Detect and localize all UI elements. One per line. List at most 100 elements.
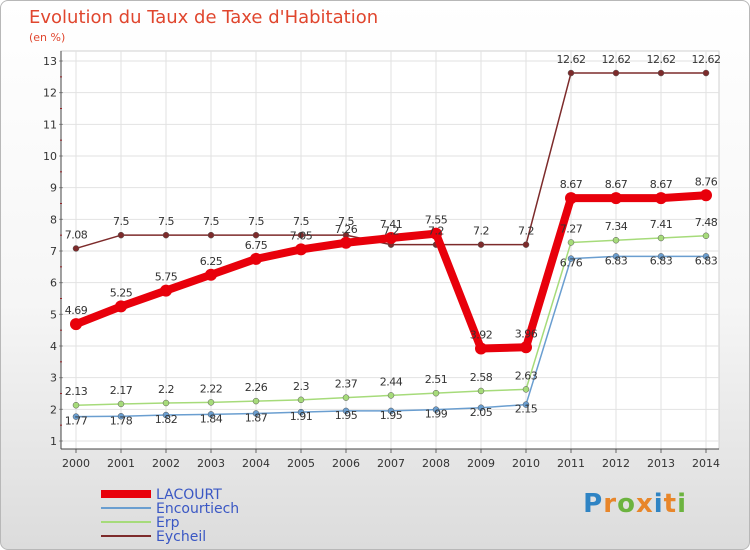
data-point — [432, 389, 440, 397]
data-point — [657, 69, 665, 77]
data-point — [702, 253, 710, 260]
data-point — [567, 69, 575, 77]
data-label: 7.2 — [428, 225, 444, 238]
data-label: 2.13 — [65, 385, 88, 398]
data-label: 6.83 — [605, 254, 628, 267]
x-tick-label: 2011 — [557, 457, 585, 470]
data-point — [340, 236, 352, 249]
logo-letter: t — [663, 489, 678, 519]
data-point — [385, 232, 397, 245]
data-label: 8.67 — [650, 178, 673, 191]
x-tick-label: 2010 — [512, 457, 540, 470]
data-label: 8.67 — [560, 178, 583, 191]
data-point — [162, 231, 170, 239]
chart-title: Evolution du Taux de Taxe d'Habitation — [29, 7, 379, 28]
x-tick-label: 2014 — [692, 457, 720, 470]
data-label: 7.05 — [290, 229, 313, 242]
data-label: 6.76 — [560, 257, 583, 270]
data-point — [160, 284, 172, 297]
data-point — [702, 69, 710, 77]
data-point — [612, 236, 620, 244]
data-point — [567, 239, 575, 246]
data-label: 1.95 — [380, 409, 403, 422]
y-tick-label: 12 — [43, 87, 57, 100]
y-tick-label: 1 — [50, 435, 57, 448]
data-label: 7.48 — [695, 216, 718, 229]
data-point — [207, 411, 215, 418]
y-tick-label: 2 — [50, 403, 57, 416]
data-point — [162, 399, 170, 407]
logo-letter: x — [635, 489, 654, 519]
logo-letter: i — [677, 489, 687, 519]
data-label: 7.41 — [380, 218, 403, 231]
data-point — [72, 413, 80, 420]
legend-label: Erp — [156, 515, 180, 531]
data-label: 7.5 — [248, 215, 264, 228]
data-point — [297, 396, 305, 404]
data-point — [162, 411, 170, 419]
data-point — [342, 394, 350, 401]
data-label: 7.26 — [335, 223, 358, 236]
data-label: 12.62 — [602, 53, 631, 66]
data-label: 5.75 — [155, 271, 178, 284]
x-tick-label: 2003 — [197, 457, 225, 470]
data-point — [207, 231, 215, 239]
data-label: 3.92 — [470, 329, 493, 342]
data-label: 2.17 — [110, 384, 133, 397]
data-point — [297, 231, 305, 239]
x-tick-label: 2009 — [467, 457, 495, 470]
data-label: 1.87 — [245, 411, 268, 424]
data-label: 2.2 — [158, 383, 174, 396]
data-label: 2.51 — [425, 373, 448, 386]
y-tick-label: 10 — [43, 150, 57, 163]
data-point — [252, 231, 260, 239]
y-tick-label: 7 — [50, 245, 57, 258]
data-point — [342, 407, 350, 415]
data-label: 12.62 — [692, 53, 721, 66]
data-point — [475, 342, 487, 355]
x-tick-label: 2001 — [107, 457, 135, 470]
data-label: 2.3 — [293, 380, 309, 393]
data-point — [387, 392, 395, 399]
data-label: 7.5 — [158, 215, 174, 228]
data-point — [207, 399, 215, 406]
logo-letter: P — [583, 489, 604, 519]
data-label: 8.76 — [695, 175, 718, 188]
data-point — [477, 241, 485, 248]
data-point — [657, 234, 665, 242]
data-point — [522, 401, 530, 408]
data-point — [70, 318, 82, 331]
data-label: 7.08 — [65, 228, 88, 241]
data-point — [72, 245, 80, 252]
legend-label: Eycheil — [156, 529, 206, 545]
data-label: 7.5 — [338, 215, 354, 228]
data-point — [657, 253, 665, 260]
y-tick-label: 11 — [43, 118, 57, 131]
data-label: 1.84 — [200, 412, 223, 425]
data-label: 2.44 — [380, 375, 403, 388]
data-point — [72, 401, 80, 409]
x-tick-label: 2007 — [377, 457, 405, 470]
x-tick-label: 2004 — [242, 457, 270, 470]
data-label: 7.5 — [293, 215, 309, 228]
data-point — [430, 227, 442, 240]
data-label: 4.69 — [65, 304, 88, 317]
data-point — [612, 69, 620, 77]
data-label: 5.25 — [110, 286, 133, 299]
x-tick-label: 2000 — [62, 457, 90, 470]
data-label: 8.67 — [605, 178, 628, 191]
data-label: 3.96 — [515, 327, 538, 340]
data-point — [477, 387, 485, 395]
data-point — [297, 408, 305, 416]
data-point — [387, 407, 395, 415]
y-tick-label: 13 — [43, 55, 57, 68]
data-point — [117, 400, 125, 408]
data-label: 7.34 — [605, 220, 628, 233]
data-label: 12.62 — [647, 53, 676, 66]
data-label: 7.27 — [560, 222, 583, 235]
data-label: 7.5 — [113, 215, 129, 228]
x-tick-label: 2008 — [422, 457, 450, 470]
data-point — [567, 255, 575, 262]
